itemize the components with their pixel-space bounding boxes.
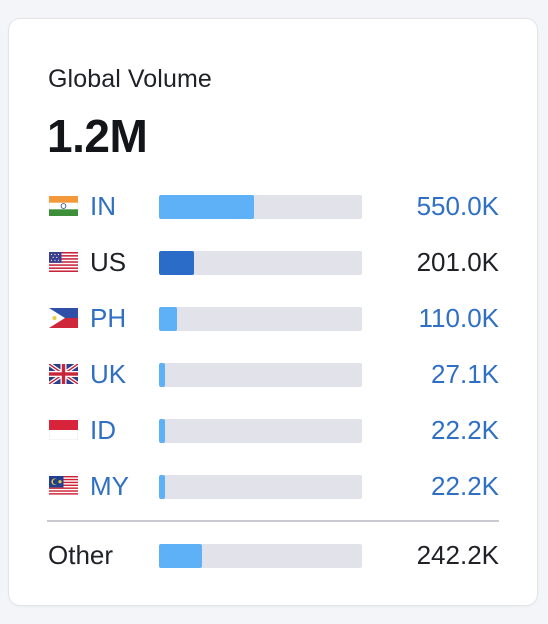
volume-bar bbox=[159, 419, 362, 443]
country-code-link[interactable]: UK bbox=[90, 359, 127, 389]
card-title: Global Volume bbox=[48, 65, 212, 93]
volume-bar-fill bbox=[159, 363, 165, 387]
country-volume-link[interactable]: 110.0K bbox=[418, 303, 499, 333]
volume-bar bbox=[159, 307, 362, 331]
other-volume: 242.2K bbox=[416, 540, 499, 570]
country-volume-link[interactable]: 22.2K bbox=[431, 415, 499, 445]
other-label: Other bbox=[48, 540, 114, 570]
uk-flag-icon bbox=[49, 364, 78, 384]
usa-flag-icon bbox=[49, 252, 78, 272]
philippines-flag-icon bbox=[49, 308, 78, 328]
country-volume-link[interactable]: 22.2K bbox=[431, 471, 499, 501]
volume-bar-fill bbox=[159, 251, 194, 275]
country-volume-link[interactable]: 27.1K bbox=[431, 359, 499, 389]
country-row-uk: UK 27.1K bbox=[9, 355, 539, 395]
volume-bar-fill bbox=[159, 419, 165, 443]
volume-bar bbox=[159, 363, 362, 387]
volume-bar-fill bbox=[159, 544, 202, 568]
country-code-link[interactable]: PH bbox=[90, 303, 127, 333]
volume-bar bbox=[159, 251, 362, 275]
divider bbox=[47, 520, 499, 522]
volume-bar bbox=[159, 195, 362, 219]
country-row-in: IN 550.0K bbox=[9, 187, 539, 227]
other-row: Other 242.2K bbox=[9, 536, 539, 576]
indonesia-flag-icon bbox=[49, 420, 78, 440]
volume-bar bbox=[159, 475, 362, 499]
volume-bar-fill bbox=[159, 195, 254, 219]
country-row-id: ID 22.2K bbox=[9, 411, 539, 451]
country-row-my: MY 22.2K bbox=[9, 467, 539, 507]
india-flag-icon bbox=[49, 196, 78, 216]
malaysia-flag-icon bbox=[49, 476, 78, 496]
total-volume: 1.2M bbox=[47, 110, 148, 162]
country-volume-link[interactable]: 550.0K bbox=[416, 191, 499, 221]
country-code-link[interactable]: IN bbox=[90, 191, 116, 221]
country-code-link[interactable]: MY bbox=[90, 471, 129, 501]
volume-bar-fill bbox=[159, 475, 165, 499]
country-code: US bbox=[90, 247, 127, 277]
country-row-ph: PH 110.0K bbox=[9, 299, 539, 339]
country-volume: 201.0K bbox=[416, 247, 499, 277]
volume-bar bbox=[159, 544, 362, 568]
volume-bar-fill bbox=[159, 307, 177, 331]
global-volume-card: Global Volume 1.2M IN 550.0K bbox=[8, 18, 538, 606]
country-row-us: US 201.0K bbox=[9, 243, 539, 283]
country-code-link[interactable]: ID bbox=[90, 415, 116, 445]
